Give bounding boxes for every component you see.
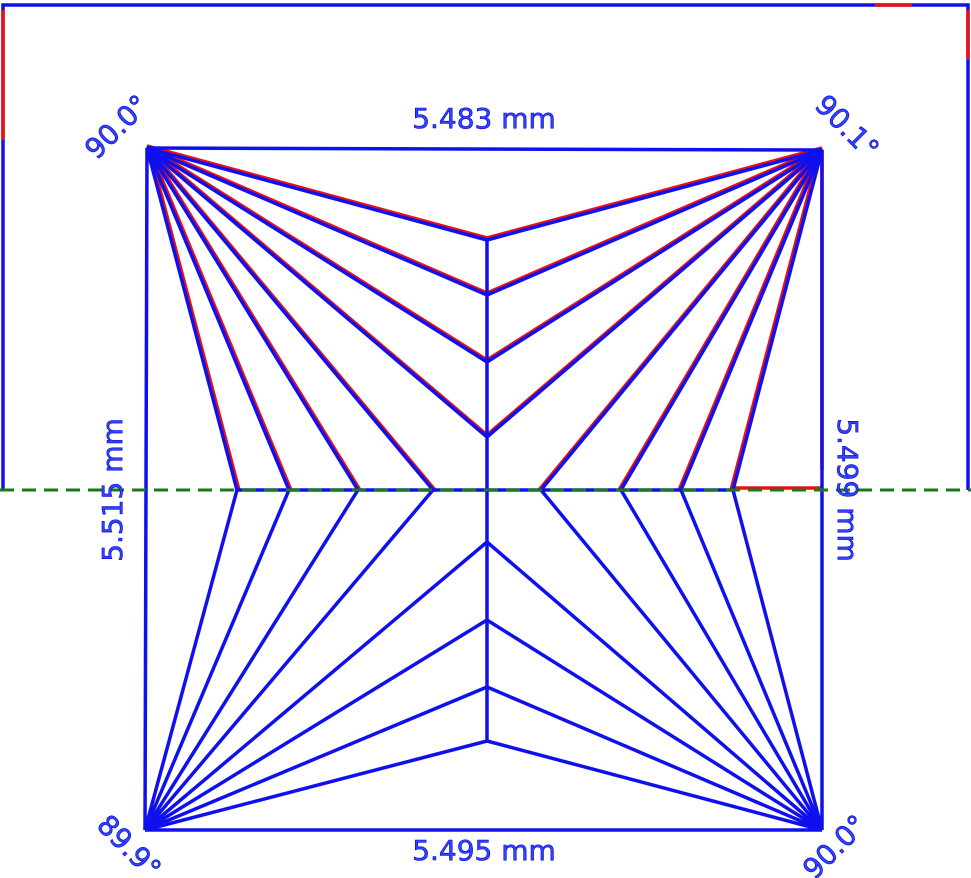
top-width: 5.483 mm <box>412 102 556 135</box>
facet-line <box>146 146 488 242</box>
facet-line <box>486 685 823 832</box>
facet-line <box>146 144 488 295</box>
facet-line <box>485 148 824 439</box>
facet-line <box>486 146 823 240</box>
facet-line <box>145 146 435 492</box>
facet-line <box>679 149 824 491</box>
facet-line <box>146 146 823 152</box>
facet-line <box>539 148 824 492</box>
left-height: 5.515 mm <box>96 418 129 562</box>
facet-line <box>144 739 488 832</box>
facet-line <box>145 147 239 491</box>
angle: 90.0° <box>78 88 155 165</box>
facet-line <box>729 149 822 491</box>
facet-line <box>143 489 291 831</box>
facet-line <box>145 146 489 439</box>
cut-lines <box>1 3 970 832</box>
outline <box>1 3 970 490</box>
facet-line <box>146 146 488 364</box>
facet-line <box>731 149 824 491</box>
facet-line <box>147 147 293 491</box>
facet-line <box>486 148 823 242</box>
facet-line <box>677 149 822 491</box>
facet-line <box>145 147 291 491</box>
facet-line <box>731 489 824 831</box>
facet-line <box>485 540 824 832</box>
facet-line <box>619 149 824 491</box>
facet-line <box>486 618 823 832</box>
facet-line <box>679 489 824 831</box>
facet-line <box>486 148 823 297</box>
facet-line <box>146 144 488 240</box>
right-height: 5.499 mm <box>831 418 864 562</box>
facet-line <box>143 540 489 832</box>
facet-line <box>146 146 488 297</box>
bottom-width: 5.495 mm <box>412 834 556 867</box>
facet-line <box>486 739 823 832</box>
facet-line <box>143 489 239 831</box>
facet-line <box>143 488 435 832</box>
facet-line <box>145 147 360 491</box>
facet-line <box>619 489 824 831</box>
facet-line <box>147 147 241 491</box>
facet-line <box>144 618 488 832</box>
facet-line <box>486 146 823 295</box>
facet-line <box>144 685 488 832</box>
facet-line <box>143 489 360 831</box>
facet-line <box>486 148 823 364</box>
facet-line <box>539 488 824 832</box>
